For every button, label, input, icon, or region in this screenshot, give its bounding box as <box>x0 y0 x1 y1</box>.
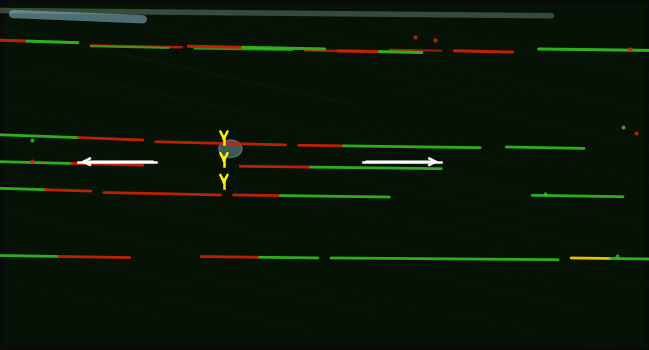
Ellipse shape <box>219 140 242 158</box>
